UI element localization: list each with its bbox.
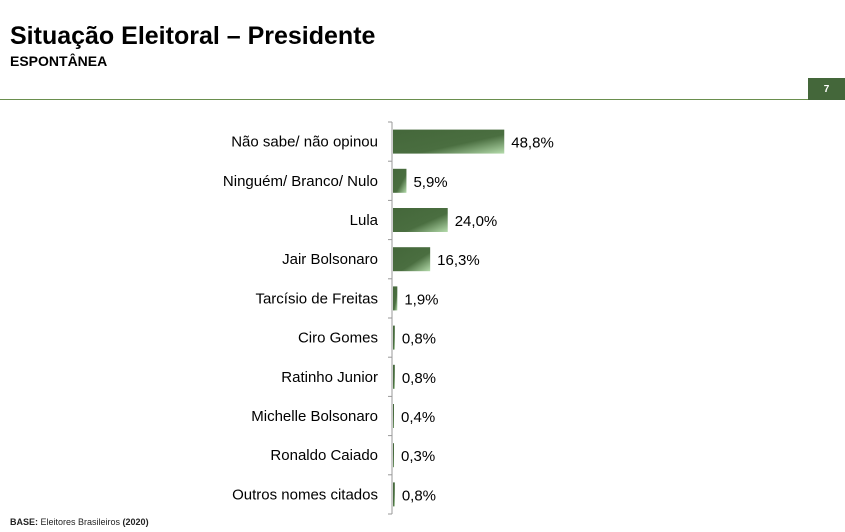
base-text: Eleitores Brasileiros	[38, 517, 123, 527]
category-label: Outros nomes citados	[232, 486, 378, 503]
header-divider	[0, 99, 808, 100]
bar	[393, 168, 407, 193]
category-label: Ronaldo Caiado	[270, 447, 378, 464]
data-label: 16,3%	[437, 252, 480, 269]
category-label: Tarcísio de Freitas	[255, 290, 378, 307]
base-year: (2020)	[122, 517, 149, 527]
base-label: BASE:	[10, 517, 39, 527]
bar	[393, 208, 448, 232]
category-label: Ratinho Junior	[281, 369, 378, 386]
base-note: BASE: Eleitores Brasileiros (2020)	[10, 517, 149, 527]
data-label: 0,8%	[402, 487, 436, 504]
bar	[393, 286, 398, 311]
category-label: Ciro Gomes	[298, 330, 378, 347]
data-label: 48,8%	[511, 135, 554, 152]
data-label: 0,3%	[401, 448, 435, 465]
data-label: 24,0%	[455, 213, 498, 230]
category-label: Jair Bolsonaro	[282, 251, 378, 268]
bar	[393, 443, 394, 468]
data-label: 0,8%	[402, 370, 436, 387]
page-subtitle: ESPONTÂNEA	[10, 53, 108, 69]
category-label: Michelle Bolsonaro	[251, 408, 378, 425]
page-title: Situação Eleitoral – Presidente	[10, 22, 376, 50]
data-label: 0,4%	[401, 409, 435, 426]
category-label: Não sabe/ não opinou	[231, 134, 378, 151]
bar	[393, 404, 394, 428]
bar	[393, 247, 431, 272]
bar	[393, 129, 505, 154]
bar	[393, 325, 395, 350]
data-label: 1,9%	[404, 291, 438, 308]
data-label: 5,9%	[413, 174, 447, 191]
category-label: Lula	[350, 212, 379, 229]
bar	[393, 482, 395, 507]
bar	[393, 364, 395, 389]
data-label: 0,8%	[402, 331, 436, 348]
page-number-badge: 7	[808, 78, 845, 100]
category-label: Ninguém/ Branco/ Nulo	[223, 173, 378, 190]
